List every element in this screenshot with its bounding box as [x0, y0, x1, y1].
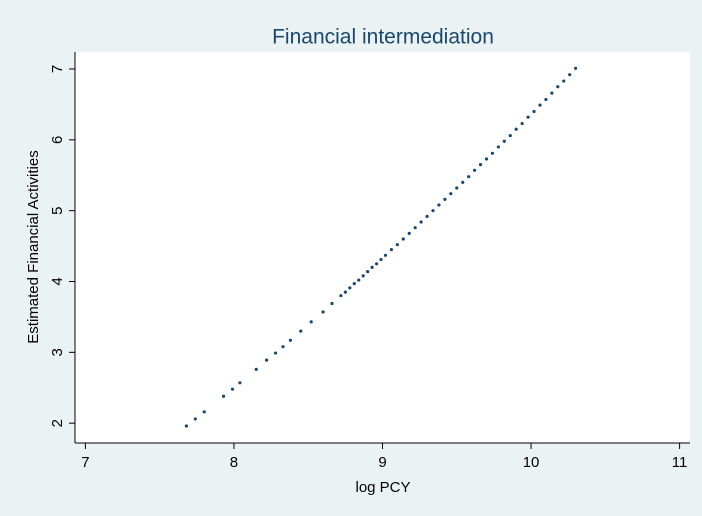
- y-tick-label: 4: [49, 277, 66, 285]
- point: [330, 301, 334, 306]
- point: [544, 97, 548, 102]
- point: [184, 424, 189, 428]
- point: [389, 248, 394, 252]
- point: [395, 243, 399, 247]
- point: [202, 410, 206, 414]
- point: [265, 358, 269, 362]
- point: [343, 290, 347, 294]
- point: [221, 394, 226, 398]
- x-tick-label: 8: [230, 454, 238, 471]
- point: [532, 109, 536, 114]
- point: [309, 320, 313, 324]
- point: [281, 345, 285, 349]
- point: [425, 214, 429, 218]
- y-tick-label: 2: [49, 419, 66, 427]
- point: [321, 310, 325, 314]
- point: [193, 417, 197, 421]
- point: [550, 91, 554, 95]
- point: [357, 278, 361, 282]
- point: [562, 79, 566, 83]
- point: [520, 121, 524, 126]
- y-tick-label: 3: [49, 348, 66, 356]
- point: [461, 180, 465, 184]
- x-tick-label: 9: [378, 454, 386, 471]
- y-tick-label: 6: [49, 136, 66, 144]
- point: [370, 265, 374, 269]
- point: [467, 175, 471, 179]
- point: [352, 282, 356, 286]
- point: [361, 274, 365, 278]
- x-tick-label: 10: [523, 454, 540, 471]
- x-tick-label: 11: [672, 454, 688, 471]
- x-tick-label: 7: [81, 454, 89, 471]
- point: [366, 269, 370, 274]
- x-axis-label: log PCY: [355, 479, 410, 496]
- point: [538, 103, 542, 107]
- point: [449, 192, 453, 196]
- point: [526, 115, 530, 119]
- point: [502, 139, 506, 143]
- y-axis-label: Estimated Financial Activities: [25, 150, 42, 343]
- y-tick-label: 7: [49, 65, 66, 73]
- point: [348, 286, 352, 290]
- point: [230, 387, 235, 391]
- point: [490, 151, 495, 155]
- point: [568, 73, 572, 77]
- point: [508, 133, 512, 138]
- point: [413, 226, 417, 230]
- point: [254, 367, 258, 371]
- point: [299, 329, 303, 333]
- point: [419, 220, 423, 224]
- point: [383, 253, 388, 257]
- point: [484, 157, 489, 161]
- point: [455, 186, 459, 190]
- point: [238, 381, 242, 385]
- point: [574, 66, 578, 70]
- point: [437, 203, 441, 207]
- point: [273, 351, 278, 355]
- point: [401, 237, 405, 241]
- chart-title: Financial intermediation: [272, 26, 494, 49]
- plot-area: [75, 52, 690, 443]
- point: [407, 231, 411, 235]
- point: [443, 197, 447, 201]
- point: [379, 257, 383, 262]
- point: [478, 163, 483, 167]
- point: [431, 209, 435, 213]
- point: [496, 145, 500, 149]
- point: [339, 294, 343, 298]
- y-tick-label: 5: [49, 206, 66, 214]
- point: [556, 85, 560, 89]
- point: [473, 168, 477, 172]
- point: [514, 127, 518, 131]
- point: [288, 338, 292, 342]
- point: [374, 262, 379, 266]
